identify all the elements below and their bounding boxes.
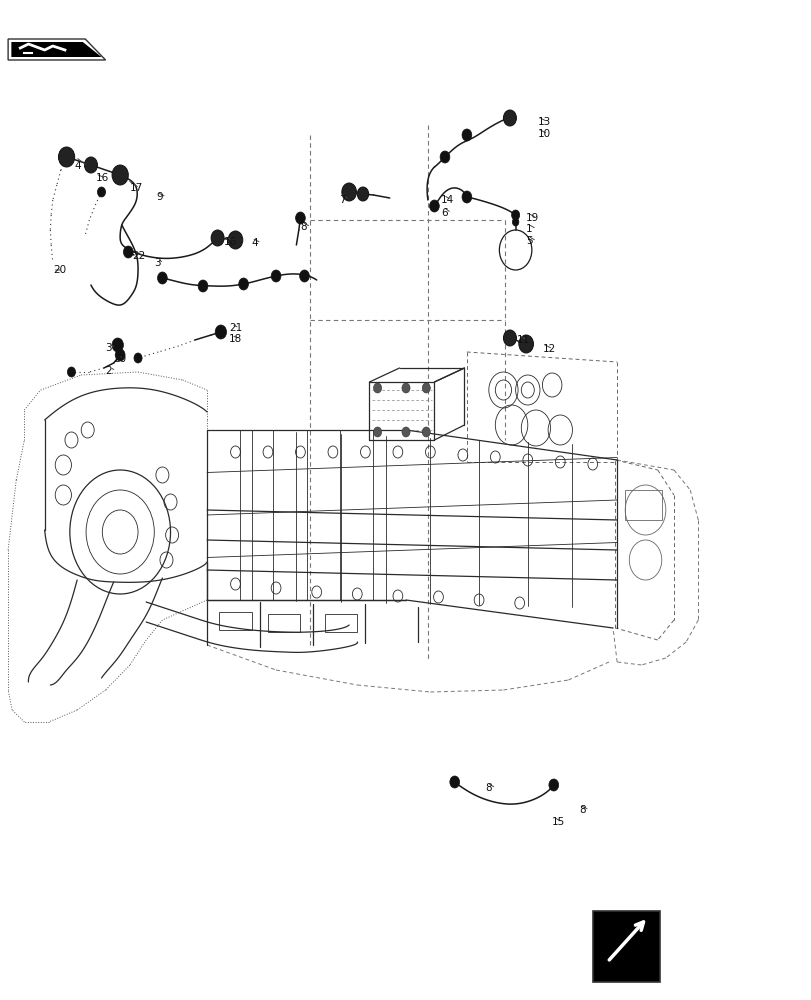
Circle shape bbox=[422, 383, 430, 393]
Circle shape bbox=[58, 147, 75, 167]
Circle shape bbox=[198, 280, 208, 292]
Text: 8: 8 bbox=[485, 783, 491, 793]
Text: 21: 21 bbox=[229, 323, 242, 333]
Text: 7: 7 bbox=[339, 195, 345, 205]
Text: 6: 6 bbox=[440, 208, 447, 218]
Circle shape bbox=[112, 338, 123, 352]
Text: 16: 16 bbox=[96, 173, 109, 183]
Text: 1: 1 bbox=[526, 224, 532, 234]
Circle shape bbox=[373, 383, 381, 393]
Circle shape bbox=[123, 246, 133, 258]
Circle shape bbox=[238, 278, 248, 290]
Circle shape bbox=[271, 270, 281, 282]
Circle shape bbox=[341, 183, 356, 201]
Text: 8: 8 bbox=[300, 222, 307, 232]
Circle shape bbox=[518, 335, 533, 353]
Circle shape bbox=[157, 272, 167, 284]
Circle shape bbox=[228, 231, 242, 249]
Circle shape bbox=[422, 427, 430, 437]
Circle shape bbox=[115, 349, 125, 361]
Text: 14: 14 bbox=[440, 195, 453, 205]
Polygon shape bbox=[11, 42, 101, 57]
Text: 17: 17 bbox=[130, 183, 143, 193]
Circle shape bbox=[211, 230, 224, 246]
Text: 10: 10 bbox=[537, 129, 550, 139]
Text: 8: 8 bbox=[578, 805, 585, 815]
Circle shape bbox=[97, 187, 105, 197]
Circle shape bbox=[357, 187, 368, 201]
Circle shape bbox=[401, 383, 410, 393]
Text: 4: 4 bbox=[251, 238, 258, 248]
Circle shape bbox=[511, 210, 519, 220]
Circle shape bbox=[134, 353, 142, 363]
Text: 3: 3 bbox=[154, 258, 161, 268]
Text: 16: 16 bbox=[224, 237, 237, 247]
Text: 12: 12 bbox=[542, 344, 555, 354]
Circle shape bbox=[512, 218, 518, 226]
Text: 19: 19 bbox=[526, 213, 539, 223]
Circle shape bbox=[461, 191, 471, 203]
Text: 4: 4 bbox=[75, 161, 81, 171]
Circle shape bbox=[373, 427, 381, 437]
Circle shape bbox=[84, 157, 97, 173]
Text: 15: 15 bbox=[551, 817, 564, 827]
Circle shape bbox=[461, 129, 471, 141]
Polygon shape bbox=[8, 39, 105, 60]
Text: 11: 11 bbox=[517, 335, 530, 345]
Circle shape bbox=[299, 270, 309, 282]
Circle shape bbox=[295, 212, 305, 224]
Text: 18: 18 bbox=[229, 334, 242, 344]
Circle shape bbox=[503, 330, 516, 346]
Circle shape bbox=[67, 367, 75, 377]
Text: 3: 3 bbox=[105, 343, 112, 353]
Text: 5: 5 bbox=[526, 236, 532, 246]
FancyBboxPatch shape bbox=[592, 911, 659, 982]
Circle shape bbox=[112, 165, 128, 185]
Text: 20: 20 bbox=[114, 354, 127, 364]
Circle shape bbox=[429, 200, 439, 212]
Text: 2: 2 bbox=[105, 366, 112, 376]
Circle shape bbox=[449, 776, 459, 788]
Text: 9: 9 bbox=[157, 192, 163, 202]
Circle shape bbox=[401, 427, 410, 437]
Circle shape bbox=[212, 232, 222, 244]
Text: 13: 13 bbox=[537, 117, 550, 127]
Text: 22: 22 bbox=[132, 251, 145, 261]
Circle shape bbox=[548, 779, 558, 791]
Circle shape bbox=[440, 151, 449, 163]
Circle shape bbox=[503, 110, 516, 126]
Text: 20: 20 bbox=[53, 265, 66, 275]
Circle shape bbox=[215, 325, 226, 339]
